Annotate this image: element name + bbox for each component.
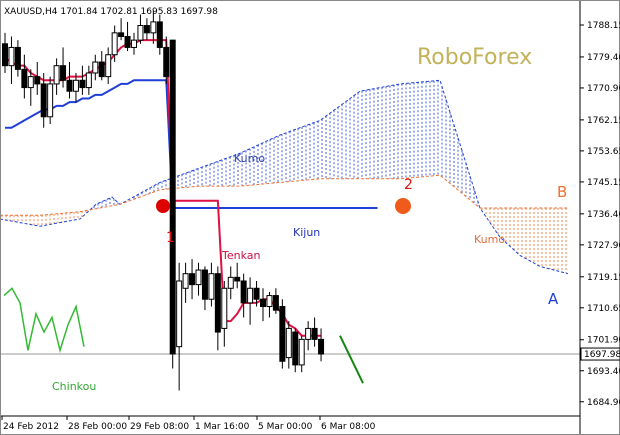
candle-body	[305, 327, 312, 340]
candle-body	[189, 273, 196, 286]
y-tick-label: 1710.65	[587, 304, 620, 314]
candle-body	[272, 295, 279, 311]
chinkou-label: Chinkou	[52, 380, 96, 393]
marker-1-label: 1	[166, 230, 175, 246]
candle-body	[21, 68, 28, 89]
candle-body	[79, 79, 86, 89]
candle-body	[156, 21, 163, 48]
kumo-upper-label: Kumo	[234, 152, 265, 165]
candle-body	[60, 65, 67, 81]
span-a-label: A	[548, 290, 559, 308]
x-tick-label: 24 Feb 2012	[3, 422, 59, 432]
candle-body	[279, 306, 286, 362]
x-tick-label: 29 Feb 08:00	[130, 422, 189, 432]
candle-body	[47, 83, 54, 118]
candle-body	[182, 273, 189, 289]
candle-body	[85, 72, 92, 89]
x-tick-label: 5 Mar 00:00	[258, 422, 313, 432]
candle-body	[227, 276, 234, 289]
candle-body	[2, 43, 8, 67]
x-tick-label: 28 Feb 00:00	[68, 422, 127, 432]
last-price-box	[580, 347, 620, 361]
candle-body	[285, 327, 292, 359]
candle-body	[72, 79, 79, 92]
candle-body	[8, 46, 15, 67]
tenkan-label: Tenkan	[221, 249, 261, 262]
kumo-lower-label: Kumo	[474, 233, 505, 246]
y-tick-label: 1684.90	[587, 398, 620, 408]
symbol-header: XAUUSD,H4 1701.84 1702.81 1695.83 1697.9…	[4, 7, 218, 17]
candle-body	[111, 32, 118, 56]
x-tick-label: 1 Mar 16:00	[195, 422, 250, 432]
candle-body	[169, 39, 176, 355]
senkou-span-a-line	[0, 79, 569, 275]
senkou-span-b-line	[0, 174, 568, 216]
candle-body	[124, 35, 131, 48]
y-tick-label: 1745.15	[587, 178, 620, 188]
candle-body	[53, 65, 60, 85]
candle-body	[131, 39, 137, 48]
candle-body	[98, 61, 105, 78]
candle-body	[298, 338, 305, 366]
candle-body	[66, 79, 73, 92]
candle-body	[150, 21, 157, 34]
y-tick-label: 1736.40	[587, 210, 620, 220]
forecast-line	[339, 335, 364, 384]
candle-body	[247, 287, 254, 304]
candle-body	[208, 273, 215, 300]
y-tick-label: 1693.40	[587, 367, 620, 377]
candle-body	[318, 338, 325, 355]
candle-body	[292, 331, 299, 366]
candle-body	[27, 76, 34, 89]
marker-2-label: 2	[404, 177, 413, 193]
y-tick-label: 1788.15	[587, 21, 620, 31]
y-tick-label: 1701.90	[587, 336, 620, 346]
candle-body	[176, 280, 183, 348]
candle-body	[234, 276, 241, 282]
candle-body	[163, 46, 170, 78]
candle-body	[40, 83, 47, 118]
candle-body	[240, 280, 247, 304]
last-price-label: 1697.98	[584, 350, 620, 360]
signal-marker-1	[156, 199, 170, 213]
kijun-label: Kijun	[293, 226, 320, 239]
candle-body	[105, 54, 112, 78]
span-b-label: B	[557, 183, 567, 201]
annotations	[156, 198, 411, 214]
y-tick-label: 1719.15	[587, 273, 620, 283]
y-tick-label: 1762.15	[587, 116, 620, 126]
candle-body	[201, 269, 208, 300]
candle-body	[311, 327, 318, 340]
candle-body	[34, 76, 41, 85]
candle-body	[221, 287, 228, 329]
y-tick-label: 1770.90	[587, 84, 620, 94]
candle-body	[143, 25, 150, 34]
candles	[2, 10, 325, 391]
candle-body	[260, 298, 266, 308]
chinkou-line	[3, 287, 85, 354]
x-tick-label: 6 Mar 08:00	[321, 422, 376, 432]
y-tick-label: 1727.90	[587, 241, 620, 251]
candle-body	[214, 273, 221, 333]
candle-body	[266, 295, 273, 308]
y-tick-label: 1779.40	[587, 53, 620, 63]
candle-body	[92, 61, 99, 74]
watermark: RoboForex	[417, 45, 532, 70]
signal-marker-2	[395, 198, 411, 214]
ichimoku-cloud	[0, 79, 569, 275]
candle-body	[195, 269, 202, 286]
y-tick-label: 1753.65	[587, 147, 620, 157]
candle-body	[14, 46, 21, 70]
candle-body	[137, 25, 144, 41]
candle-body	[253, 287, 260, 300]
candle-body	[118, 32, 125, 37]
